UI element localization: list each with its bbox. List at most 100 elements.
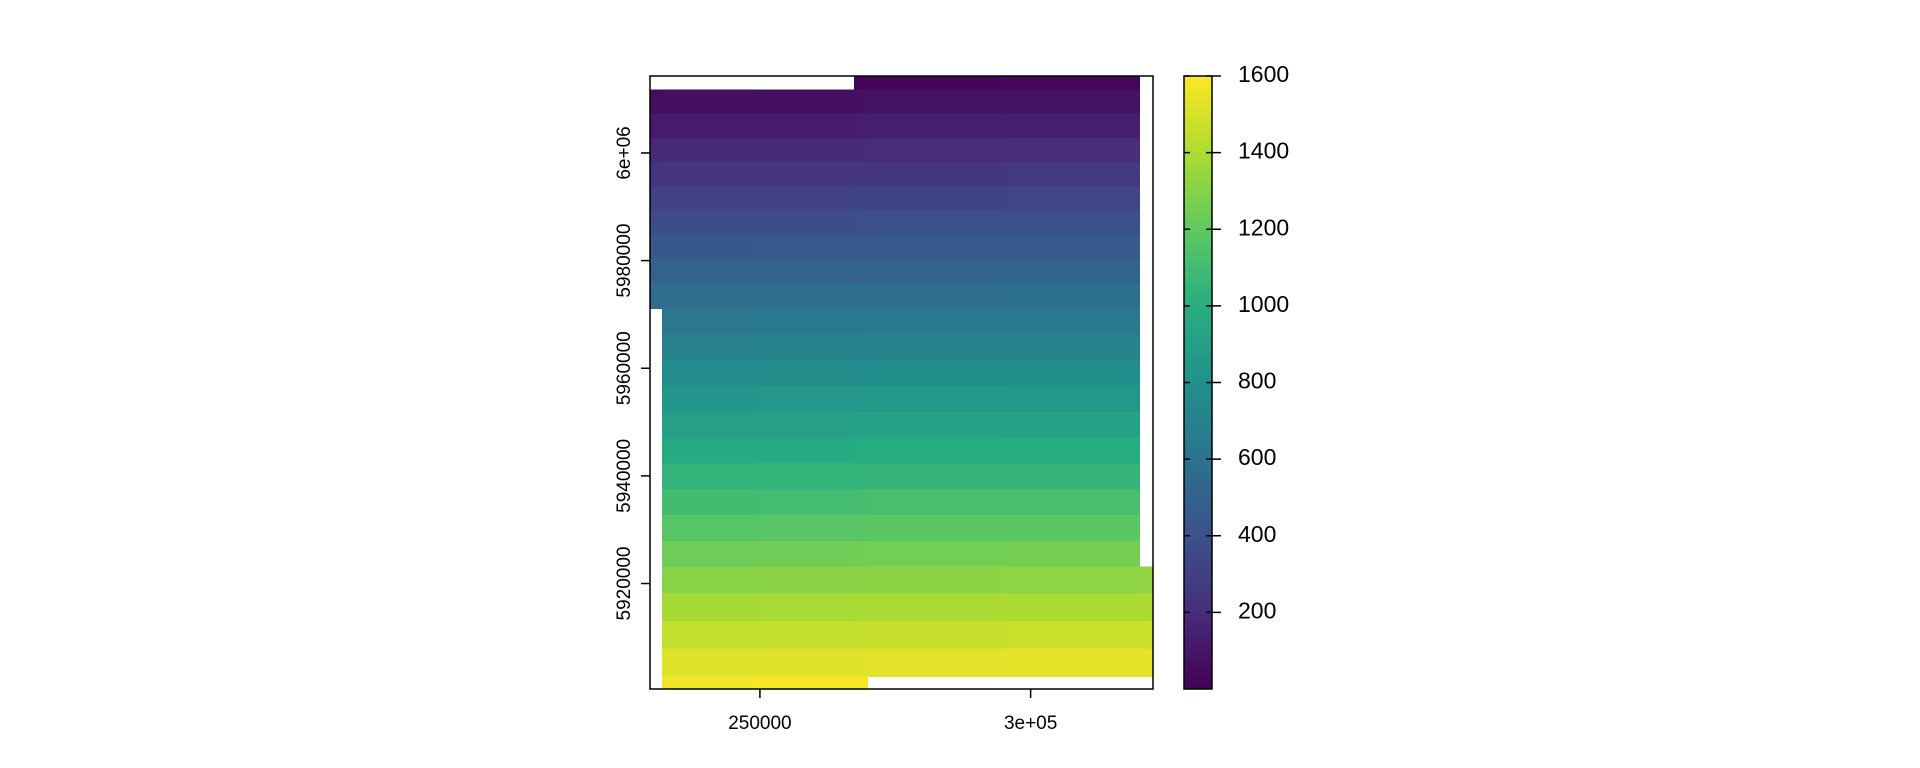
cell — [867, 437, 1005, 464]
cell — [867, 186, 1005, 212]
cell — [867, 308, 1005, 335]
cell — [757, 186, 855, 212]
cell — [854, 463, 869, 490]
cell — [1003, 489, 1140, 516]
cell — [854, 334, 869, 361]
cell — [650, 89, 663, 115]
cell — [1139, 593, 1154, 622]
cell — [661, 676, 759, 690]
cell — [854, 437, 869, 464]
cell — [1003, 648, 1140, 678]
cell — [757, 566, 855, 595]
cell — [661, 308, 759, 335]
cell — [757, 234, 855, 260]
y-tick-label: 5960000 — [614, 331, 635, 405]
cell — [867, 258, 1005, 284]
cell — [854, 234, 869, 260]
cell — [1003, 234, 1140, 260]
cell — [661, 540, 759, 567]
colorbar: 200 400 600 800 1000 1200 1400 1600 — [1183, 61, 1289, 690]
cell — [854, 186, 869, 212]
cell — [1003, 463, 1140, 490]
cell — [1003, 113, 1140, 139]
cell — [1003, 334, 1140, 361]
cell — [1139, 566, 1154, 595]
cell — [1003, 308, 1140, 335]
cell — [757, 489, 855, 516]
cell — [867, 89, 1005, 115]
y-tick-label: 6e+06 — [614, 126, 635, 179]
cell — [1003, 89, 1140, 115]
cell — [854, 648, 869, 678]
cell — [867, 234, 1005, 260]
cell — [661, 648, 759, 678]
cell — [867, 385, 1005, 413]
cell — [661, 360, 759, 387]
cell — [1003, 385, 1140, 413]
cell — [661, 411, 759, 439]
cell — [854, 566, 869, 595]
cell — [661, 210, 759, 236]
cell — [757, 258, 855, 284]
cell — [661, 515, 759, 542]
cell — [854, 621, 869, 650]
cell — [661, 258, 759, 284]
cell — [1003, 162, 1140, 187]
x-tick-label: 3e+05 — [1004, 713, 1057, 734]
cell — [661, 593, 759, 622]
cell — [661, 113, 759, 139]
cell — [867, 566, 1005, 595]
cell — [867, 162, 1005, 187]
colorbar-tick-label: 200 — [1238, 597, 1276, 623]
y-tick-label: 5980000 — [614, 224, 635, 298]
cell — [661, 334, 759, 361]
cell — [661, 137, 759, 163]
cell — [867, 648, 1005, 678]
cell — [650, 113, 663, 139]
cell — [1003, 593, 1140, 622]
cell — [867, 334, 1005, 361]
cell — [854, 489, 869, 516]
cell — [650, 258, 663, 284]
cell — [1003, 76, 1140, 90]
x-tick-label: 250000 — [728, 713, 791, 734]
colorbar-tick-label: 800 — [1238, 368, 1276, 394]
cell — [650, 186, 663, 212]
cell — [757, 113, 855, 139]
cell — [661, 566, 759, 595]
cell — [757, 648, 855, 678]
cell — [661, 283, 759, 309]
cell — [854, 210, 869, 236]
cell — [1003, 515, 1140, 542]
cell — [867, 76, 1005, 90]
cell — [1003, 210, 1140, 236]
cell — [867, 463, 1005, 490]
cell — [854, 76, 869, 90]
cell — [867, 540, 1005, 567]
cell — [1003, 283, 1140, 309]
cell — [650, 162, 663, 187]
cell — [1139, 648, 1154, 678]
cell — [757, 308, 855, 335]
colorbar-tick-label: 1000 — [1238, 291, 1289, 317]
cell — [1003, 137, 1140, 163]
cell — [757, 360, 855, 387]
colorbar-tick-label: 1600 — [1238, 61, 1289, 87]
cell — [854, 593, 869, 622]
cell — [661, 463, 759, 490]
cell — [867, 113, 1005, 139]
cell — [1139, 621, 1154, 650]
cell — [867, 411, 1005, 439]
cell — [867, 489, 1005, 516]
cell — [757, 137, 855, 163]
y-tick-label: 5940000 — [614, 439, 635, 513]
cell — [661, 385, 759, 413]
cell — [1003, 540, 1140, 567]
cell — [661, 89, 759, 115]
cell — [661, 162, 759, 187]
cell — [661, 186, 759, 212]
cell — [854, 113, 869, 139]
cell — [1003, 258, 1140, 284]
cell — [867, 593, 1005, 622]
